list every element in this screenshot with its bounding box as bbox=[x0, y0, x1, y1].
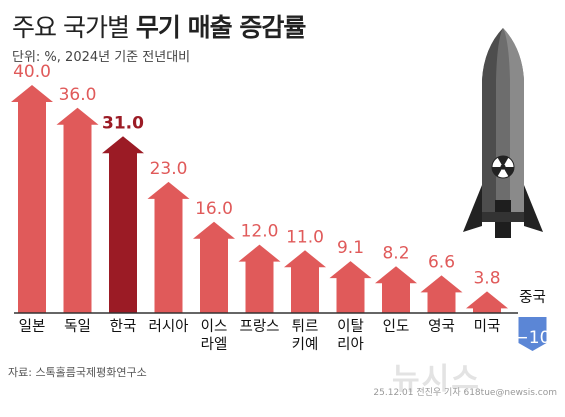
data-label: 16.0 bbox=[195, 199, 233, 219]
category-label: 미국 bbox=[474, 318, 501, 335]
data-label: 8.2 bbox=[382, 243, 409, 263]
category-label: 일본 bbox=[19, 318, 46, 335]
category-label: 이탈 bbox=[337, 318, 364, 335]
category-label: 키예 bbox=[292, 336, 319, 353]
bar-arrow bbox=[284, 250, 326, 313]
category-label: 러시아 bbox=[148, 318, 188, 335]
bar-arrow bbox=[193, 221, 235, 313]
watermark: 뉴시스 bbox=[392, 362, 481, 397]
category-label: 이스 bbox=[201, 318, 228, 335]
data-label: 11.0 bbox=[286, 227, 324, 247]
category-label: 프랑스 bbox=[239, 318, 279, 335]
category-label: 중국 bbox=[519, 290, 546, 306]
data-label: 9.1 bbox=[337, 238, 364, 258]
bar-arrow bbox=[375, 266, 417, 313]
data-label: 36.0 bbox=[59, 85, 97, 105]
data-label: 40.0 bbox=[13, 62, 51, 82]
bar-arrow-negative bbox=[518, 317, 547, 351]
category-label: 독일 bbox=[64, 318, 91, 335]
data-label: 6.6 bbox=[428, 252, 455, 272]
category-label: 튀르 bbox=[292, 318, 319, 335]
data-label: −10 bbox=[515, 328, 551, 348]
title-light: 주요 국가별 bbox=[12, 13, 130, 42]
category-label: 라엘 bbox=[201, 336, 228, 353]
bar-arrow bbox=[466, 291, 508, 313]
data-label: 3.8 bbox=[473, 268, 500, 288]
bar-arrow bbox=[420, 275, 463, 313]
bar-arrow bbox=[329, 261, 372, 313]
category-label: 인도 bbox=[383, 318, 410, 335]
category-label: 한국 bbox=[110, 318, 137, 335]
bar-arrow bbox=[11, 85, 53, 313]
credit-line: 25.12.01 전진우 기자 618tue@newsis.com bbox=[373, 388, 557, 398]
chart-title: 주요 국가별 무기 매출 증감률 bbox=[12, 8, 306, 44]
chart-subtitle: 단위: %, 2024년 기준 전년대비 bbox=[12, 50, 191, 65]
title-bold: 무기 매출 증감률 bbox=[135, 13, 306, 42]
bar-arrow bbox=[102, 136, 144, 313]
category-label: 영국 bbox=[428, 318, 455, 335]
bar-arrow bbox=[56, 107, 99, 313]
data-label: 12.0 bbox=[241, 222, 279, 242]
category-label: 리아 bbox=[337, 336, 364, 353]
data-label: 31.0 bbox=[102, 113, 144, 133]
bar-arrow bbox=[147, 181, 190, 313]
missile-icon bbox=[463, 28, 543, 238]
source-note: 자료: 스톡홀름국제평화연구소 bbox=[8, 366, 147, 379]
bar-arrow bbox=[238, 244, 281, 313]
data-label: 23.0 bbox=[150, 159, 188, 179]
